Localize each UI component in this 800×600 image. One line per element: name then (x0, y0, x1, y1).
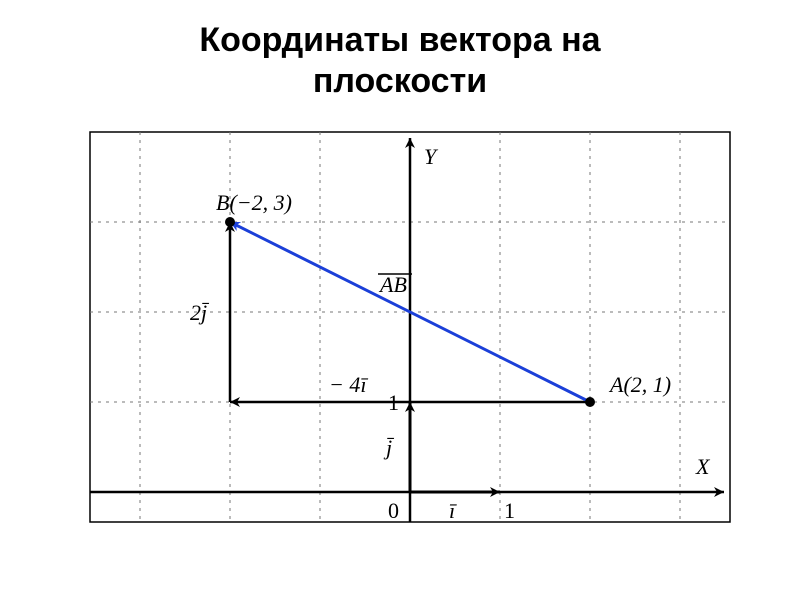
svg-text:X: X (695, 454, 711, 479)
vector-diagram: YX011īj̄A(2, 1)B(−2, 3)− 4ī2j̄AB (50, 122, 750, 562)
page-title: Координаты вектора на плоскости (0, 0, 800, 112)
title-line-1: Координаты вектора на (199, 21, 600, 59)
chart-svg: YX011īj̄A(2, 1)B(−2, 3)− 4ī2j̄AB (50, 122, 750, 562)
svg-text:A(2, 1): A(2, 1) (608, 372, 671, 397)
svg-text:− 4ī: − 4ī (329, 372, 368, 397)
svg-text:AB: AB (378, 272, 407, 297)
svg-text:0: 0 (388, 498, 399, 523)
svg-text:1: 1 (388, 390, 399, 415)
svg-text:2j̄: 2j̄ (190, 300, 210, 325)
svg-text:1: 1 (504, 498, 515, 523)
svg-text:B(−2, 3): B(−2, 3) (216, 190, 292, 215)
title-line-2: плоскости (313, 62, 487, 100)
